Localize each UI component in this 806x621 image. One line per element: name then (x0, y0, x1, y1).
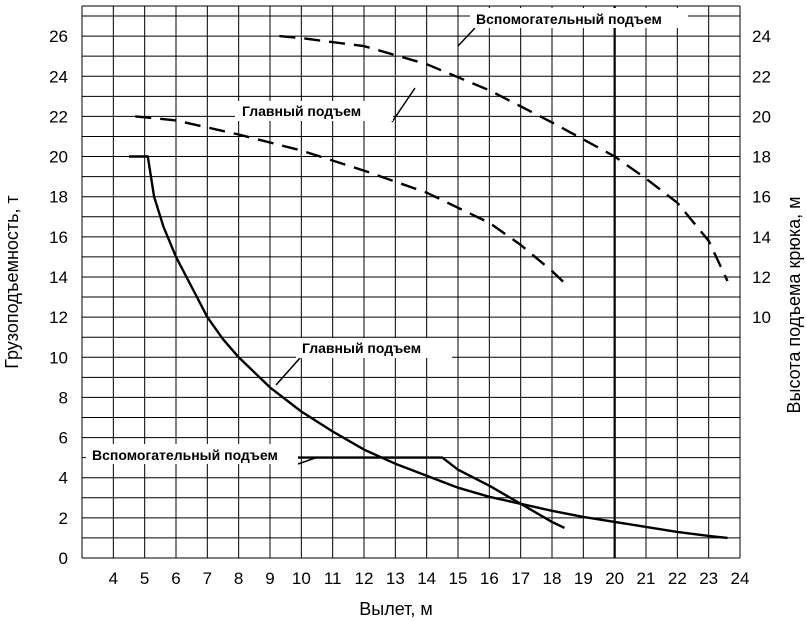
x-tick-label: 15 (449, 569, 468, 588)
y2-tick-label: 20 (752, 107, 771, 126)
x-tick-label: 19 (574, 569, 593, 588)
y2-tick-label: 10 (752, 308, 771, 327)
x-tick-label: 20 (605, 569, 624, 588)
callout-main-solid-label: Главный подъем (302, 340, 421, 356)
y-tick-label: 26 (49, 27, 68, 46)
x-tick-label: 13 (386, 569, 405, 588)
x-tick-label: 23 (699, 569, 718, 588)
y-tick-label: 24 (49, 67, 68, 86)
y-tick-label: 12 (49, 308, 68, 327)
callout-main-solid: Главный подъем (275, 338, 452, 386)
y-tick-label: 4 (59, 469, 68, 488)
callout-aux-dashed-label: Вспомогательный подъем (476, 11, 662, 27)
y-tick-label: 8 (59, 388, 68, 407)
series-line-2 (135, 115, 566, 284)
x-tick-label: 11 (324, 569, 342, 588)
y-tick-label: 2 (59, 509, 68, 528)
x-tick-label: 22 (668, 569, 687, 588)
x-tick-label: 18 (543, 569, 562, 588)
y2-ticks: 10 12 14 16 18 20 22 24 (752, 27, 771, 327)
grid (81, 5, 741, 559)
x-tick-label: 14 (417, 569, 436, 588)
x-tick-label: 24 (731, 569, 750, 588)
callout-aux-solid-label: Вспомогательный подъем (92, 447, 278, 463)
series-line-1 (279, 456, 566, 529)
y2-tick-label: 24 (752, 27, 771, 46)
callout-aux-solid: Вспомогательный подъем (86, 444, 319, 465)
series-line-3 (279, 34, 729, 282)
y2-tick-label: 16 (752, 188, 771, 207)
y2-axis-title: Высота подъема крюка, м (784, 197, 804, 414)
y-tick-label: 6 (59, 429, 68, 448)
y-tick-label: 16 (49, 228, 68, 247)
y-axis-title: Грузоподъемность, т (2, 195, 22, 369)
x-tick-label: 10 (292, 569, 311, 588)
x-tick-label: 4 (109, 569, 118, 588)
y2-tick-label: 22 (752, 67, 771, 86)
callout-aux-dashed: Вспомогательный подъем (457, 8, 688, 47)
y-tick-label: 14 (49, 268, 68, 287)
series-line-0 (129, 155, 728, 540)
y-tick-label: 0 (59, 549, 68, 568)
x-tick-label: 16 (480, 569, 499, 588)
x-tick-label: 5 (140, 569, 149, 588)
x-tick-label: 17 (511, 569, 530, 588)
series-layer (129, 34, 729, 540)
callout-main-dashed-label: Главный подъем (242, 103, 361, 119)
x-tick-label: 12 (355, 569, 374, 588)
x-tick-label: 8 (234, 569, 243, 588)
x-tick-label: 6 (171, 569, 180, 588)
y2-tick-label: 18 (752, 148, 771, 167)
y-tick-label: 10 (49, 348, 68, 367)
y2-tick-label: 14 (752, 228, 771, 247)
y-tick-label: 20 (49, 148, 68, 167)
x-ticks: 4 5 6 7 8 9 10 11 12 13 14 15 16 17 18 19 20 21 22 23 24 (109, 569, 750, 588)
x-tick-label: 21 (637, 569, 656, 588)
callout-main-dashed: Главный подъем (235, 87, 416, 123)
x-tick-label: 9 (265, 569, 274, 588)
y-tick-label: 22 (49, 107, 68, 126)
x-axis-title: Вылет, м (359, 599, 433, 619)
x-tick-label: 7 (203, 569, 212, 588)
y-tick-label: 18 (49, 188, 68, 207)
y2-tick-label: 12 (752, 268, 771, 287)
